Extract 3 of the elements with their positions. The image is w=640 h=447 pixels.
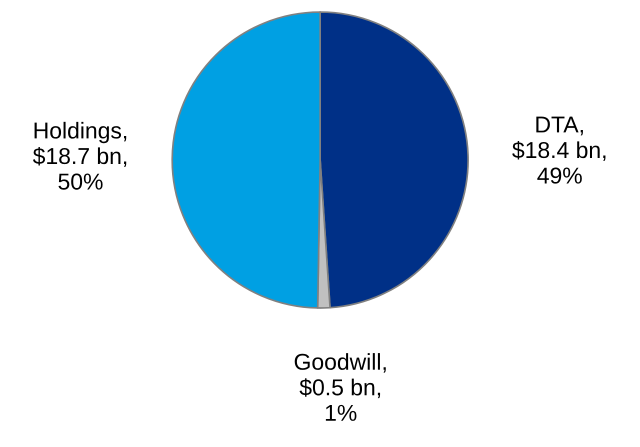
slice-label: Holdings, $18.7 bn, 50%	[32, 122, 126, 190]
slice-label: DTA, $18.4 bn, 49%	[512, 116, 606, 184]
slice-label: Goodwill, $0.5 bn, 1%	[294, 353, 386, 421]
